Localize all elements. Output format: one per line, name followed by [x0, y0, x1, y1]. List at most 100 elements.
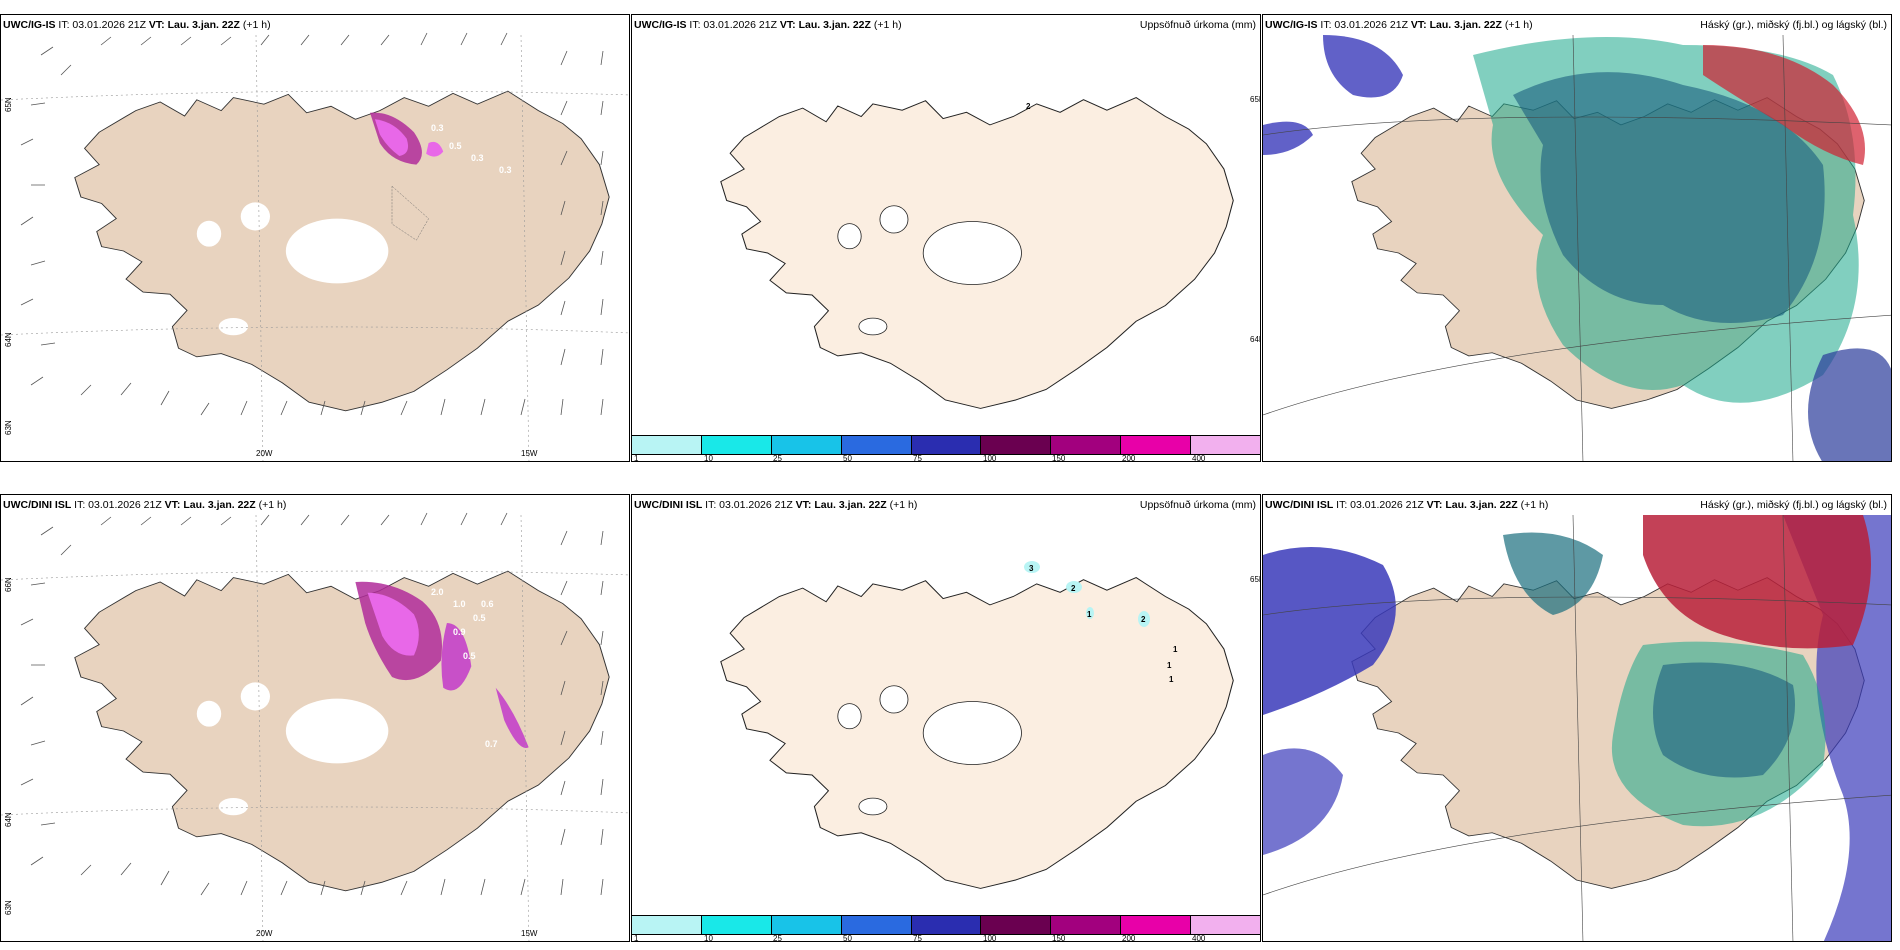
precip-area-small [426, 141, 444, 157]
model-name: UWC/IG-IS [1265, 19, 1318, 31]
high-cloud-area [1263, 547, 1396, 715]
precip-value-label: 1.0 [453, 599, 466, 609]
precip-value-label: 2.0 [431, 587, 444, 597]
panel-header: UWC/IG-IS IT: 03.01.2026 21Z VT: Lau. 3.… [3, 19, 271, 31]
map-canvas [1, 32, 629, 461]
precip-area-light [374, 119, 409, 156]
contour-label: 1 [1087, 610, 1092, 619]
glacier-myrdalsjokull [858, 317, 888, 336]
precip-patches [1024, 561, 1150, 627]
panel-cloud-cover-dini: UWC/DINI ISL IT: 03.01.2026 21Z VT: Lau.… [1262, 494, 1892, 942]
lat-label: 66N [4, 577, 13, 592]
colorbar-tick: 150 [1052, 934, 1066, 942]
init-time: IT: 03.01.2026 21Z [1333, 499, 1427, 511]
lead-time: (+1 h) [886, 499, 918, 511]
high-cloud-area [1808, 348, 1891, 461]
panel-title: Uppsöfnuð úrkoma (mm) [1139, 19, 1256, 31]
precip-value-label: 0.9 [453, 627, 466, 637]
contour-label: 3 [1029, 564, 1034, 573]
lead-time: (+1 h) [255, 499, 287, 511]
high-cloud-area [1703, 45, 1865, 165]
hatched-area [391, 185, 429, 241]
colorbar-tick: 400 [1192, 934, 1206, 942]
model-name: UWC/DINI ISL [634, 499, 703, 511]
init-time: IT: 03.01.2026 21Z [1317, 19, 1411, 31]
colorbar-swatch [771, 916, 842, 934]
map-canvas [720, 97, 1234, 409]
lat-label: 65N [1250, 575, 1260, 584]
precip-value-label: 0.5 [463, 651, 476, 661]
panel-accum-precip-dini: UWC/DINI ISL IT: 03.01.2026 21Z VT: Lau.… [631, 494, 1261, 942]
glacier-myrdalsjokull [218, 317, 249, 336]
graticule [1263, 34, 1891, 461]
colorbar-tick: 400 [1192, 454, 1206, 462]
colorbar-tick: 150 [1052, 454, 1066, 462]
map-canvas [1263, 514, 1891, 941]
panel-header: UWC/IG-IS IT: 03.01.2026 21Z VT: Lau. 3.… [1265, 19, 1533, 31]
colorbar-tick: 100 [983, 454, 997, 462]
lat-label: 63N [4, 420, 13, 435]
lat-label: 65N [1250, 95, 1260, 104]
init-time: IT: 03.01.2026 21Z [55, 19, 149, 31]
colorbar-swatch [1121, 916, 1192, 934]
colorbar: 1 10 25 50 75 100 150 200 400 [632, 435, 1260, 461]
red-cloud-area [1643, 515, 1871, 649]
model-name: UWC/DINI ISL [3, 499, 72, 511]
colorbar-swatch [841, 436, 912, 454]
lat-label: 65N [4, 97, 13, 112]
panel-header: UWC/DINI ISL IT: 03.01.2026 21Z VT: Lau.… [634, 499, 917, 511]
valid-time: VT: Lau. 3.jan. 22Z [779, 19, 871, 31]
glacier-langjokull [879, 685, 909, 714]
low-cloud-area [1503, 532, 1603, 615]
colorbar-swatch [701, 916, 772, 934]
lon-label: 15W [521, 449, 538, 458]
precip-area-offshore [495, 687, 529, 748]
colorbar-tick: 50 [843, 454, 852, 462]
colorbar-swatch [981, 436, 1052, 454]
panel-wind-precip-igis: UWC/IG-IS IT: 03.01.2026 21Z VT: Lau. 3.… [0, 14, 630, 462]
colorbar-tick: 10 [704, 934, 713, 942]
panel-title: Háský (gr.), miðský (fj.bl.) og lágský (… [1700, 19, 1887, 31]
colorbar-swatch [701, 436, 772, 454]
lat-label: 64N [1250, 335, 1260, 344]
glacier-hofsjokull [196, 700, 222, 727]
glacier-myrdalsjokull [218, 797, 249, 816]
colorbar-swatches [632, 915, 1260, 935]
valid-time: VT: Lau. 3.jan. 22Z [1426, 499, 1518, 511]
colorbar-swatch [632, 436, 702, 454]
high-cloud-area [1323, 35, 1403, 98]
low-cloud-area [1653, 662, 1795, 778]
contour-label: 1 [1173, 645, 1178, 654]
valid-time: VT: Lau. 3.jan. 22Z [1410, 19, 1502, 31]
model-name: UWC/IG-IS [3, 19, 56, 31]
lead-time: (+1 h) [870, 19, 902, 31]
panel-header: UWC/IG-IS IT: 03.01.2026 21Z VT: Lau. 3.… [634, 19, 902, 31]
panel-title: Háský (gr.), miðský (fj.bl.) og lágský (… [1700, 499, 1887, 511]
high-cloud-area [1263, 121, 1313, 155]
contour-label: 2 [1071, 584, 1076, 593]
colorbar-swatch [841, 916, 912, 934]
colorbar-swatch [1121, 436, 1192, 454]
precip-value-label: 0.6 [481, 599, 494, 609]
model-name: UWC/IG-IS [634, 19, 687, 31]
colorbar-tick: 25 [773, 934, 782, 942]
colorbar-swatch [981, 916, 1052, 934]
valid-time: VT: Lau. 3.jan. 22Z [164, 499, 256, 511]
model-name: UWC/DINI ISL [1265, 499, 1334, 511]
graticule [1, 34, 629, 461]
panel-accum-precip-igis: UWC/IG-IS IT: 03.01.2026 21Z VT: Lau. 3.… [631, 14, 1261, 462]
glacier-vatnajokull [285, 218, 389, 284]
colorbar-swatch [911, 436, 982, 454]
init-time: IT: 03.01.2026 21Z [71, 499, 165, 511]
colorbar-tick: 25 [773, 454, 782, 462]
lon-label: 15W [521, 929, 538, 938]
high-cloud-area [1263, 748, 1343, 855]
colorbar-tick: 1 [634, 934, 639, 942]
precip-value-label: 0.5 [449, 141, 462, 151]
high-cloud-area [1783, 515, 1891, 941]
lat-label: 64N [4, 332, 13, 347]
colorbar-swatch [1191, 436, 1260, 454]
panel-cloud-cover-igis: UWC/IG-IS IT: 03.01.2026 21Z VT: Lau. 3.… [1262, 14, 1892, 462]
lon-label: 20W [256, 449, 273, 458]
lead-time: (+1 h) [239, 19, 271, 31]
